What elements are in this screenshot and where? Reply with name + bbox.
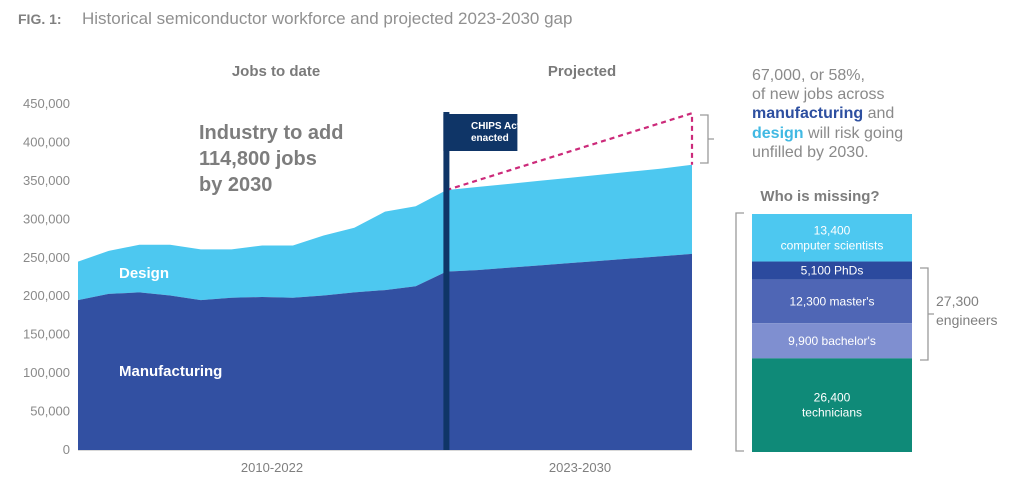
missing-segment-label: 9,900 bachelor's bbox=[788, 334, 876, 348]
missing-segment-label: 5,100 PhDs bbox=[801, 264, 864, 278]
y-tick-label: 450,000 bbox=[23, 96, 70, 111]
manufacturing-series-label: Manufacturing bbox=[119, 363, 222, 380]
missing-segment bbox=[752, 323, 912, 359]
y-axis: 0 50,000 100,000 150,000 200,000 250,000 300,0… bbox=[23, 96, 70, 457]
figure-title: Historical semiconductor workforce and p… bbox=[82, 9, 572, 28]
missing-segment bbox=[752, 261, 912, 280]
gap-note-line3: manufacturing and bbox=[752, 105, 894, 122]
gap-note-line4: design will risk going bbox=[752, 125, 903, 142]
callout-line3: by 2030 bbox=[199, 174, 272, 196]
x-category-2010-2022: 2010-2022 bbox=[241, 460, 303, 475]
gap-note-risk: will risk going bbox=[804, 125, 904, 142]
x-category-2023-2030: 2023-2030 bbox=[549, 460, 611, 475]
y-tick-label: 50,000 bbox=[30, 404, 70, 419]
y-tick-label: 150,000 bbox=[23, 327, 70, 342]
y-tick-label: 250,000 bbox=[23, 250, 70, 265]
who-is-missing-title: Who is missing? bbox=[760, 188, 879, 205]
section-projected: Projected bbox=[548, 63, 616, 80]
callout-line1: Industry to add bbox=[199, 122, 343, 144]
missing-segment bbox=[752, 358, 912, 452]
chips-act-box bbox=[443, 114, 518, 151]
gap-bracket bbox=[700, 114, 714, 164]
missing-segment-label: 13,400 bbox=[814, 223, 851, 237]
missing-segment-label: computer scientists bbox=[781, 238, 884, 252]
gap-note-line5: unfilled by 2030. bbox=[752, 144, 869, 161]
missing-segment bbox=[752, 279, 912, 324]
demand-gap-line bbox=[446, 111, 694, 192]
missing-total-bracket bbox=[735, 212, 744, 452]
engineers-count: 27,300 bbox=[936, 293, 979, 309]
engineers-bracket bbox=[920, 267, 934, 361]
gap-note-line1: 67,000, or 58%, bbox=[752, 67, 865, 84]
missing-segment-label: 12,300 master's bbox=[789, 294, 874, 308]
missing-segment bbox=[752, 214, 912, 262]
gap-note-design: design bbox=[752, 125, 804, 142]
y-tick-label: 350,000 bbox=[23, 173, 70, 188]
missing-segment-label: 26,400 bbox=[814, 391, 851, 405]
y-tick-label: 200,000 bbox=[23, 288, 70, 303]
chips-act-line bbox=[443, 112, 450, 450]
chips-act-label-line2: enacted bbox=[471, 133, 509, 144]
y-tick-label: 400,000 bbox=[23, 134, 70, 149]
chips-act-label-line1: CHIPS Act bbox=[471, 121, 521, 132]
gap-note-and: and bbox=[863, 105, 894, 122]
gap-note-manufacturing: manufacturing bbox=[752, 105, 863, 122]
gap-note-line2: of new jobs across bbox=[752, 86, 885, 103]
missing-segment-label: technicians bbox=[802, 406, 862, 420]
design-series-label: Design bbox=[119, 265, 169, 282]
y-tick-label: 100,000 bbox=[23, 365, 70, 380]
figure-label: FIG. 1: bbox=[18, 11, 62, 27]
design-area bbox=[78, 164, 692, 301]
y-tick-label: 0 bbox=[63, 442, 70, 457]
manufacturing-area bbox=[78, 253, 692, 450]
engineers-label: engineers bbox=[936, 312, 998, 328]
callout-line2: 114,800 jobs bbox=[199, 148, 317, 170]
y-tick-label: 300,000 bbox=[23, 211, 70, 226]
section-jobs-to-date: Jobs to date bbox=[232, 63, 320, 80]
